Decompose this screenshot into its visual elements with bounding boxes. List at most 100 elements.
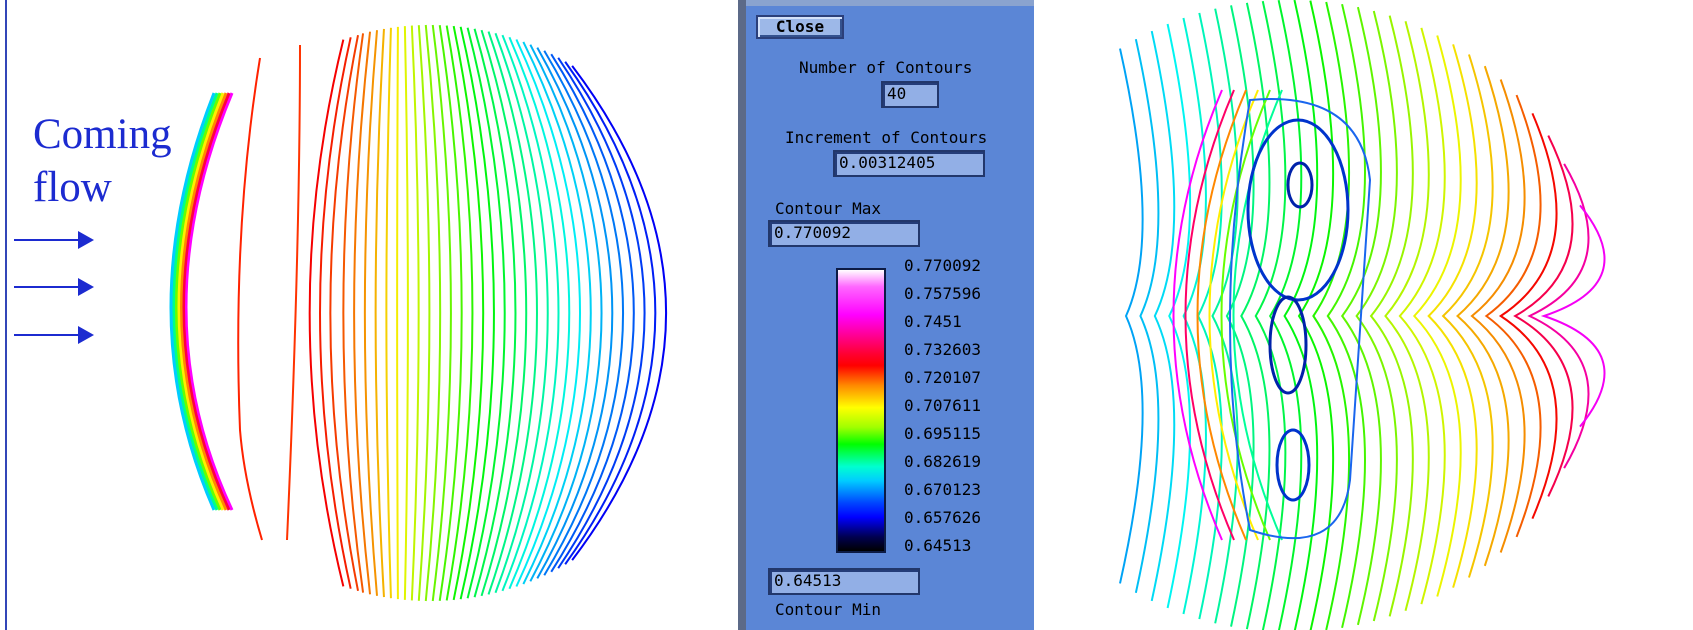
contour-line [1527,163,1590,469]
colorbar-tick-label: 0.720107 [904,368,982,387]
low-value-island [1246,118,1350,302]
contour-line [494,32,549,594]
contour-line [445,25,474,601]
increment-of-contours-label: Increment of Contours [785,128,988,147]
contour-line [329,35,359,591]
contour-line [1326,3,1366,629]
inflow-arrow-icon [78,326,94,344]
contour-line [1150,30,1176,602]
contour-line [557,57,646,569]
contour-line [1182,17,1207,615]
contour-line [353,31,372,595]
contour-line [1229,98,1372,540]
contour-line [1119,48,1144,584]
low-value-island [1275,428,1311,502]
leading-edge-contour [184,92,234,511]
contour-line [543,50,624,576]
leading-edge-contour [1196,89,1247,541]
contour-line [396,26,399,600]
contour-line [487,31,538,595]
contour-line [1211,8,1239,624]
contour-line [1355,10,1398,622]
contour-min-label: Contour Min [775,600,881,619]
contour-line [1427,44,1478,588]
left-border [0,0,7,630]
number-of-contours-label: Number of Contours [799,58,973,77]
contour-line [571,65,667,561]
contour-line [1384,21,1430,611]
contour-line [1513,135,1574,497]
contour-line [342,33,365,593]
colorbar-tick-label: 0.682619 [904,452,982,471]
contour-line [1225,5,1255,627]
flow-caption: Coming flow [33,108,172,214]
inflow-arrow-icon [78,231,94,249]
contour-line [385,27,392,599]
contour-line [1455,65,1510,567]
leading-edge-contour [179,92,228,511]
leading-edge-contour [172,92,219,511]
leading-edge-contour [169,92,216,511]
leading-edge-contour [182,92,231,511]
contour-line [308,39,345,587]
colorbar-tick-label: 0.757596 [904,284,982,303]
leading-edge-contour [174,92,222,511]
leading-edge-contour [1220,89,1271,541]
colorbar-tick-label: 0.695115 [904,424,982,443]
contour-line [417,25,431,601]
contour-min-input[interactable]: 0.64513 [768,568,920,595]
contour-line [1297,0,1335,630]
close-button[interactable]: Close [756,15,844,39]
contour-line [363,30,378,596]
leading-edge-contour [1172,89,1223,541]
contour-line [1398,27,1446,605]
colorbar-tick-label: 0.7451 [904,312,962,331]
contour-line [1268,0,1303,630]
contour-line [1134,39,1160,593]
contour-line [438,25,463,601]
caption-line-1: Coming [33,111,172,158]
colorbar [836,268,886,553]
colorbar-tick-label: 0.707611 [904,396,982,415]
contour-max-label: Contour Max [775,199,881,218]
contour-control-panel: Close Number of Contours 40 Increment of… [738,0,1034,630]
contour-line [1498,113,1558,519]
leading-edge-contour [1184,89,1235,541]
contour-max-input[interactable]: 0.770092 [768,220,920,247]
contour-line [1283,0,1319,630]
contour-line [1484,94,1542,538]
contour-line [410,25,420,601]
number-of-contours-input[interactable]: 40 [881,81,939,108]
contour-line [515,39,581,587]
increment-of-contours-input[interactable]: 0.00312405 [833,150,985,177]
colorbar-tick-label: 0.64513 [904,536,972,555]
contour-line [1254,0,1287,630]
contour-line [1312,1,1350,630]
leading-edge-contour [1208,89,1259,541]
contour-line [536,47,614,579]
colorbar-tick-label: 0.770092 [904,256,982,275]
contour-line [466,27,506,599]
contour-line [1412,35,1462,597]
contour-line [431,24,452,602]
contour-line [473,28,517,598]
contour-line [1441,54,1494,578]
colorbar-tick-label: 0.732603 [904,340,982,359]
contour-line [480,29,528,597]
colorbar-tick-label: 0.657626 [904,508,982,527]
contour-line [319,37,352,589]
contour-line [564,61,657,565]
contour-line [1540,204,1606,428]
inflow-arrow-icon [78,278,94,296]
low-value-island [1286,161,1314,209]
contour-line [508,36,571,590]
contour-line [522,41,592,585]
contour-line [1369,15,1414,617]
contour-line [1340,6,1382,626]
contour-line [237,57,263,541]
caption-line-2: flow [33,164,112,211]
contour-line [501,34,560,592]
panel-top-strip [746,0,1034,6]
